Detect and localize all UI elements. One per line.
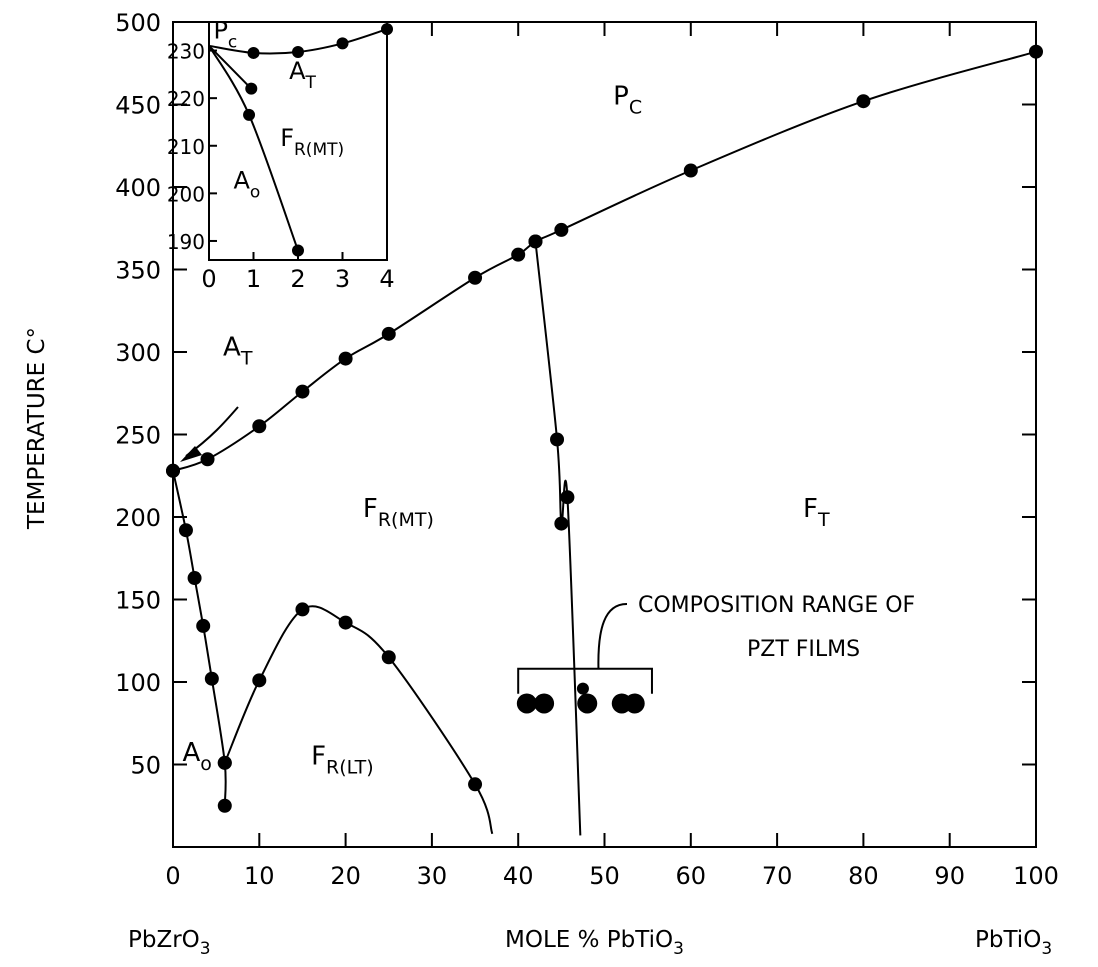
data-point-3-2 [178,523,193,538]
region-label-f-t: FT [803,494,830,531]
y-tick-label-450: 450 [115,92,161,120]
data-point-2-1 [528,234,543,249]
data-point-1-10 [554,222,569,237]
y-axis-title: TEMPERATURE C° [24,327,50,530]
data-point-3-1 [166,463,180,478]
annotation-line-1: COMPOSITION RANGE OF [638,593,915,618]
data-point-1-11 [683,163,698,178]
film-point-5-6 [624,693,645,714]
data-point-2-2 [550,432,565,447]
main-plot: 0 10 20 30 40 50 60 70 80 90 100501001502002503003… [115,9,1059,890]
phase-boundary-2 [534,241,582,836]
y-tick-label-250: 250 [115,422,161,450]
region-label-p-c: PC [613,82,642,119]
inset-point-1-4 [336,37,349,50]
x-tick-label-20: 20 [330,862,361,890]
data-point-1-12 [856,94,871,109]
at-arrow-head [180,446,202,462]
x-tick-label-10: 10 [244,862,275,890]
data-point-1-5 [338,351,353,366]
y-tick-label-150: 150 [115,587,161,615]
inset-boundary-3 [208,45,299,251]
phase-boundary-4 [223,605,494,835]
annotation-leader [597,602,628,669]
end-label-right: PbTiO3 [975,927,1052,959]
film-point-5-1 [516,693,537,714]
data-point-1-2 [200,452,215,467]
inset-y-tick-label-230: 230 [167,40,205,64]
inset-point-3-2 [243,108,256,121]
data-point-1-4 [295,384,310,399]
y-tick-label-50: 50 [130,752,161,780]
data-point-2-3 [554,516,569,531]
y-tick-label-300: 300 [115,339,161,367]
inset-y-tick-label-190: 190 [167,230,205,254]
y-tick-label-350: 350 [115,257,161,285]
x-tick-label-70: 70 [762,862,793,890]
data-point-4-2 [252,673,267,688]
end-label-left: PbZrO3 [128,927,211,959]
x-axis-title: MOLE % PbTiO3 [505,927,684,959]
region-label-a-t: AT [223,332,253,369]
y-tick-label-200: 200 [115,504,161,532]
x-tick-label-40: 40 [503,862,534,890]
inset-point-2-2 [245,82,258,95]
inset-point-1-2 [247,46,260,59]
inset-point-1-3 [292,45,304,58]
data-point-1-3 [252,419,267,434]
region-label-f-rlt: FR(LT) [311,742,374,779]
y-tick-label-100: 100 [115,669,161,697]
x-tick-label-50: 50 [589,862,620,890]
inset-plot: 0 1 2 3 4 190 200 210 220 230 Pc AT FR(MT) Ao [167,17,395,293]
inset-x-tick-label-2: 2 [290,265,305,293]
inset-x-tick-label-4: 4 [379,265,394,293]
data-point-4-6 [468,777,483,792]
x-tick-label-100: 100 [1013,862,1059,890]
film-point-5-2 [534,693,555,714]
inset-region-label-a-o: Ao [233,167,260,203]
inset-point-1-5 [381,23,393,36]
data-point-3-7 [217,798,232,813]
x-tick-label-80: 80 [848,862,879,890]
x-tick-label-0: 0 [165,862,180,890]
annotation-line-2: PZT FILMS [747,637,860,662]
film-point-5-3 [576,682,589,695]
data-point-1-6 [381,326,396,341]
x-tick-label-60: 60 [676,862,707,890]
data-point-4-1 [217,755,232,770]
inset-y-tick-label-220: 220 [167,87,205,111]
film-point-5-4 [577,693,598,714]
inset-x-tick-label-3: 3 [335,265,350,293]
inset-region-label-f-rmt: FR(MT) [280,124,344,160]
data-point-3-3 [187,571,202,586]
data-point-4-5 [381,650,396,665]
composition-bracket [517,667,653,694]
x-tick-label-30: 30 [417,862,448,890]
inset-x-tick-label-1: 1 [246,265,261,293]
phase-boundary-1 [172,50,1037,472]
data-point-2-4 [560,490,575,505]
region-label-f-rmt: FR(MT) [363,494,434,531]
inset-y-tick-label-210: 210 [167,135,205,159]
inset-y-tick-label-200: 200 [167,182,205,206]
data-point-4-4 [338,615,353,630]
y-tick-label-500: 500 [115,9,161,37]
inset-region-label-a-t: AT [289,57,316,93]
data-point-4-3 [295,602,310,617]
inset-region-label-p-c: Pc [213,17,237,53]
x-tick-label-90: 90 [934,862,965,890]
data-point-3-5 [204,671,219,686]
data-point-3-4 [196,618,211,633]
inset-x-tick-label-0: 0 [201,265,216,293]
y-tick-label-400: 400 [115,174,161,202]
data-point-1-7 [468,270,483,285]
data-point-1-13 [1029,44,1043,59]
inset-point-3-3 [292,244,304,257]
region-label-a-o: Ao [182,738,211,775]
data-point-1-8 [511,247,526,262]
